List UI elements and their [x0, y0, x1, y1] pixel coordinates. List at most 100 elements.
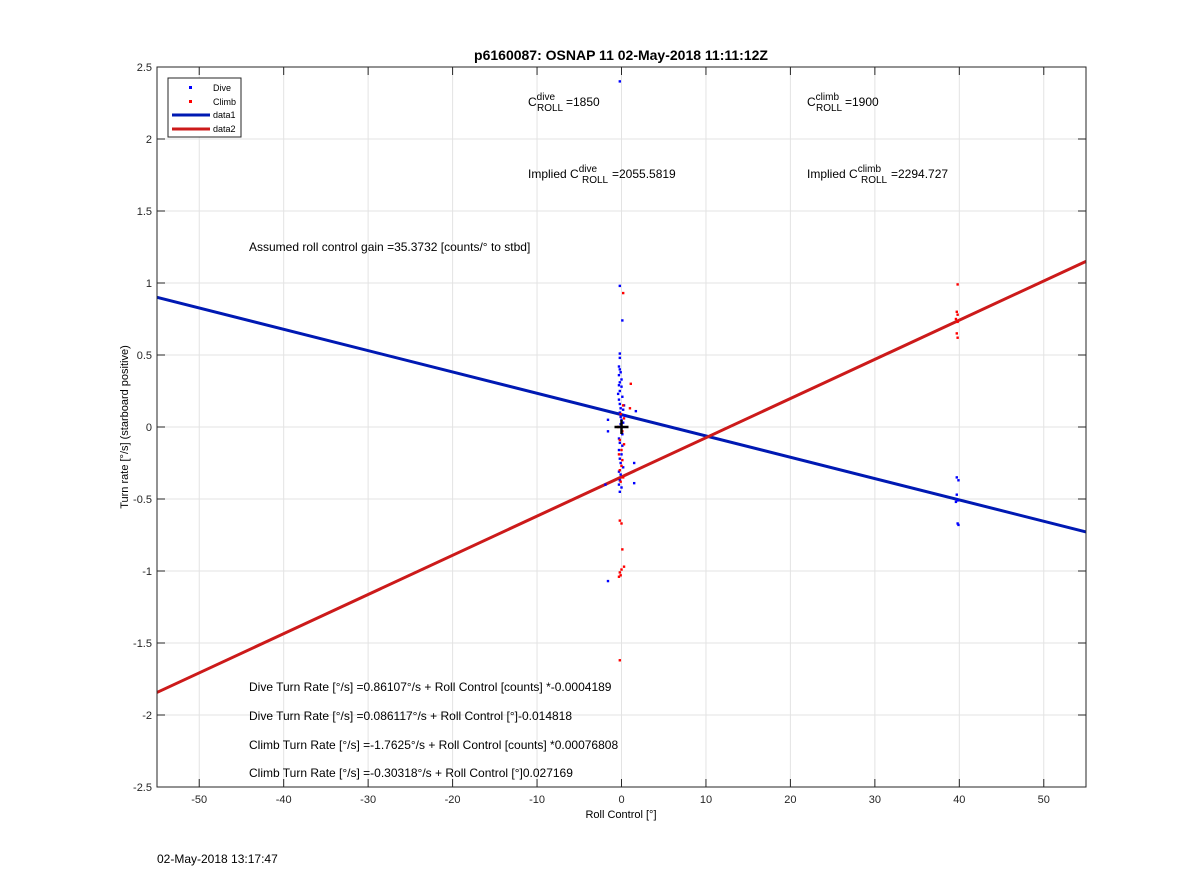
legend-box: [167, 77, 242, 138]
c-dive-sub: ROLL: [537, 103, 564, 114]
data-point-dive: [618, 352, 622, 355]
chart-title: p6160087: OSNAP 11 02-May-2018 11:11:12Z: [474, 47, 768, 63]
data-point-dive: [616, 392, 620, 396]
x-tick-label: -50: [191, 794, 207, 806]
data-point-climb: [620, 522, 623, 525]
x-tick-label: 30: [869, 794, 881, 806]
data-point-dive: [620, 453, 623, 456]
data-point-dive: [621, 395, 624, 398]
data-point-dive: [955, 476, 958, 479]
data-point-dive: [620, 418, 623, 421]
data-point-climb: [617, 575, 621, 578]
data-point-dive: [955, 493, 958, 496]
x-tick-label: 0: [618, 794, 624, 806]
data-point-dive: [623, 414, 627, 417]
equation-3: Climb Turn Rate [°/s] =-1.7625°/s + Roll…: [249, 738, 618, 752]
data-point-climb: [620, 568, 623, 571]
y-tick-label: 2: [146, 134, 152, 146]
x-axis-label: Roll Control [°]: [585, 809, 656, 821]
data-point-dive: [618, 411, 622, 414]
implied-climb-sub: ROLL: [861, 175, 888, 186]
data-point-dive: [621, 408, 625, 411]
x-tick-label: 40: [953, 794, 965, 806]
c-climb-prefix: C: [807, 95, 816, 109]
implied-dive-annotation: Implied Cdive ROLL =2055.5819: [528, 164, 676, 186]
data-point-climb: [955, 332, 958, 335]
x-tick-label: -40: [276, 794, 292, 806]
data-point-dive: [957, 523, 960, 527]
c-dive-sup: dive: [537, 92, 556, 103]
data-point-climb: [618, 659, 622, 662]
implied-climb-sup: climb: [858, 164, 882, 175]
data-point-climb: [619, 480, 622, 483]
data-point-dive: [619, 473, 622, 476]
data-point-climb: [622, 565, 626, 568]
data-point-climb: [622, 417, 626, 420]
data-point-dive: [617, 437, 621, 440]
data-point-climb: [955, 310, 958, 313]
y-tick-label: 1: [146, 278, 152, 290]
x-tick-label: -30: [360, 794, 376, 806]
data-point-dive: [619, 371, 622, 374]
data-point-climb: [956, 336, 959, 339]
data-point-dive: [619, 461, 622, 465]
data-point-climb: [956, 283, 959, 286]
data-point-climb: [954, 317, 958, 321]
data-point-dive: [618, 441, 622, 445]
data-point-dive: [618, 284, 622, 288]
data-point-dive: [617, 373, 621, 377]
implied-dive-prefix: Implied C: [528, 167, 579, 181]
legend-label-dive: Dive: [213, 83, 231, 93]
data-point-dive: [618, 479, 622, 482]
footer-timestamp: 02-May-2018 13:17:47: [157, 852, 278, 866]
data-point-climb: [618, 469, 622, 472]
fit-line-data2: [156, 260, 1087, 694]
data-point-dive: [617, 448, 621, 452]
data-point-climb: [956, 313, 959, 316]
data-point-dive: [617, 470, 621, 473]
data-point-dive: [618, 490, 622, 493]
legend-marker-climb: [189, 100, 192, 103]
data-point-dive: [617, 384, 621, 387]
data-point-climb: [622, 443, 626, 446]
c-dive-annotation: Cdive ROLL =1850: [528, 92, 600, 114]
implied-climb-value: =2294.727: [891, 167, 948, 181]
y-axis-label: Turn rate [°/s] (starboard positive): [119, 345, 131, 509]
data-point-dive: [632, 461, 636, 465]
data-point-dive: [954, 500, 958, 504]
data-point-climb: [621, 548, 624, 551]
x-tick-label: 10: [700, 794, 712, 806]
data-point-dive: [618, 356, 622, 360]
data-point-dive: [618, 381, 622, 384]
data-point-climb: [620, 448, 623, 452]
legend: Dive Climb data1 data2: [167, 77, 242, 138]
data-point-dive: [606, 430, 610, 433]
data-point-climb: [618, 571, 622, 574]
x-tick-label: 20: [784, 794, 796, 806]
data-point-climb: [619, 574, 622, 577]
data-point-dive: [618, 389, 622, 393]
data-point-climb: [618, 438, 622, 442]
data-point-dive: [617, 483, 621, 486]
data-point-climb: [629, 382, 632, 385]
data-point-dive: [619, 415, 622, 419]
data-point-dive: [957, 479, 960, 482]
y-tick-label: -2.5: [133, 782, 152, 794]
y-tick-label: 0.5: [137, 350, 152, 362]
data-point-dive: [606, 418, 610, 421]
data-point-climb: [628, 407, 632, 410]
data-point-climb: [620, 464, 623, 468]
y-tick-label: 2.5: [137, 62, 152, 74]
legend-label-data1: data1: [213, 110, 236, 120]
c-climb-sup: climb: [816, 92, 840, 103]
c-climb-annotation: Cclimb ROLL =1900: [807, 92, 879, 114]
data-point-climb: [621, 291, 625, 295]
legend-marker-dive: [189, 86, 192, 89]
data-point-dive: [618, 402, 622, 406]
data-point-dive: [956, 499, 959, 502]
y-tick-label: 1.5: [137, 206, 152, 218]
roll-gain-annotation: Assumed roll control gain =35.3732 [coun…: [249, 240, 530, 254]
data-point-dive: [632, 481, 636, 485]
c-dive-prefix: C: [528, 95, 537, 109]
c-climb-value: =1900: [845, 95, 879, 109]
